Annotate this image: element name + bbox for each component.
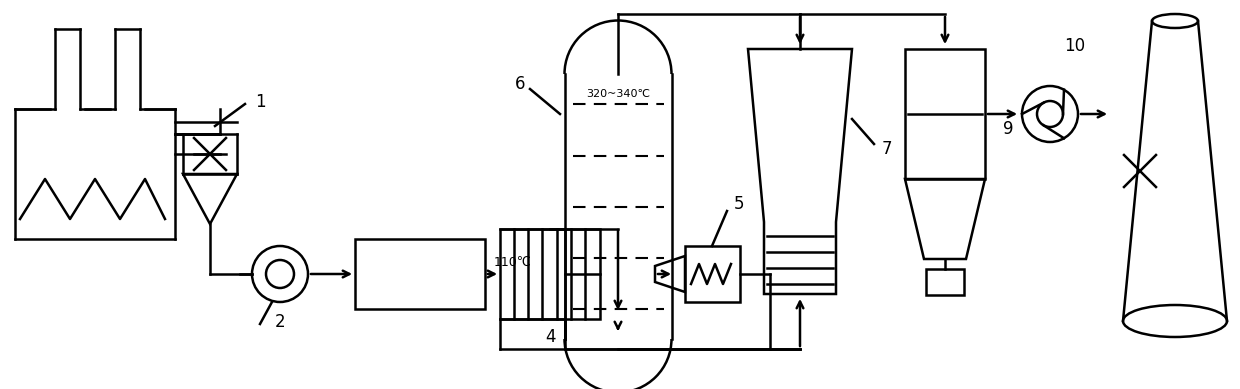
Text: 7: 7 — [882, 140, 893, 158]
Text: 5: 5 — [734, 195, 744, 213]
Text: 9: 9 — [1003, 120, 1013, 138]
Bar — [926, 269, 963, 295]
Text: 2: 2 — [275, 313, 285, 331]
Text: 4: 4 — [544, 328, 556, 346]
Text: 6: 6 — [515, 75, 526, 93]
Bar — [500, 229, 600, 319]
Bar — [355, 239, 485, 309]
Text: 1: 1 — [255, 93, 265, 111]
Text: 110℃: 110℃ — [494, 256, 532, 268]
Bar — [905, 49, 985, 179]
Text: 10: 10 — [1064, 37, 1085, 55]
Text: 320~340℃: 320~340℃ — [587, 89, 650, 99]
Bar — [684, 246, 740, 302]
